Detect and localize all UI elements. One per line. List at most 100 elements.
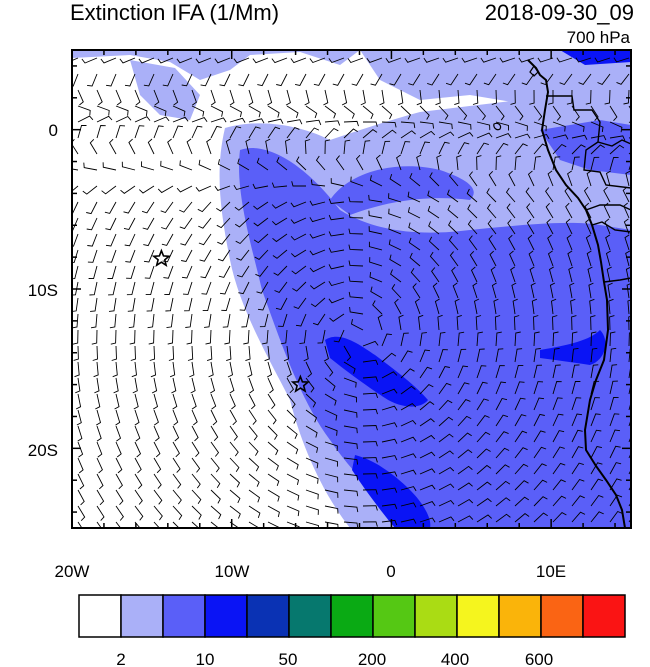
wind-barb (589, 298, 595, 315)
wind-barb (369, 257, 383, 267)
wind-barb (93, 361, 99, 378)
wind-barb (495, 133, 512, 139)
wind-barb (255, 265, 269, 277)
wind-barb (552, 156, 561, 171)
wind-barb (495, 480, 511, 491)
wind-barb (348, 276, 364, 283)
wind-barb (419, 468, 436, 475)
wind-barb (229, 521, 240, 528)
wind-barb (438, 141, 450, 155)
wind-barb (419, 130, 436, 139)
wind-barb (286, 105, 299, 118)
wind-barb (229, 441, 239, 457)
wind-barb (172, 89, 179, 106)
wind-barb (552, 121, 566, 132)
wind-barb (468, 171, 478, 187)
wind-barb (111, 345, 117, 361)
wind-barb (603, 202, 611, 219)
wind-barb (584, 202, 592, 219)
wind-barb (348, 212, 364, 219)
wind-barb (571, 495, 585, 507)
wind-barb (186, 329, 193, 345)
wind-barb (309, 281, 326, 290)
wind-barb (77, 89, 84, 106)
wind-barb (623, 202, 630, 219)
wind-barb (179, 160, 193, 171)
wind-barb (351, 73, 364, 86)
wind-barb (163, 265, 174, 279)
wind-barb (309, 233, 326, 239)
wind-barb (495, 431, 509, 443)
wind-barb (324, 425, 338, 436)
wind-barb (494, 315, 501, 331)
wind-barb (609, 445, 621, 459)
wind-barb (293, 297, 307, 310)
wind-barb (216, 217, 231, 229)
wind-barb (343, 345, 352, 362)
wind-barb (72, 168, 79, 171)
wind-barb (153, 125, 164, 139)
wind-barb (115, 125, 126, 139)
wind-barb (447, 205, 459, 219)
wind-barb (590, 445, 602, 459)
wind-barb (328, 198, 345, 204)
wind-barb (470, 266, 478, 283)
wind-barb (608, 298, 614, 315)
wind-barb (567, 170, 573, 187)
wind-barb (625, 266, 631, 283)
wind-barb (160, 201, 174, 214)
wind-barb (590, 478, 604, 491)
wind-barb (210, 425, 219, 442)
wind-barb (604, 218, 611, 235)
wind-barb (448, 220, 459, 235)
wind-barb (145, 281, 155, 296)
wind-barb (275, 297, 288, 311)
wind-barb (153, 105, 167, 117)
colorbar-swatch (372, 594, 416, 638)
wind-barb (605, 170, 612, 187)
wind-barb (400, 141, 411, 155)
wind-barb (454, 89, 460, 106)
wind-barb (609, 494, 623, 507)
wind-barb (362, 521, 378, 527)
wind-barb (187, 345, 194, 361)
wind-barb (257, 297, 269, 311)
colorbar-swatch (540, 594, 584, 638)
wind-barb (419, 501, 436, 507)
wind-barb (526, 218, 535, 235)
wind-barb (533, 156, 541, 171)
wind-barb (381, 352, 397, 363)
wind-barb (472, 89, 479, 105)
wind-barb (464, 73, 478, 86)
wind-barb (489, 250, 497, 267)
wind-barb (77, 473, 85, 490)
wind-barb (153, 409, 159, 426)
wind-barb (476, 142, 489, 155)
wind-barb (495, 497, 511, 507)
wind-barb (172, 521, 180, 528)
wind-barb (400, 469, 417, 475)
wind-barb (153, 441, 161, 458)
wind-barb (191, 393, 197, 410)
wind-barb (96, 89, 103, 106)
wind-barb (210, 521, 220, 528)
x-tick-label: 0 (386, 562, 395, 581)
wind-barb (569, 282, 575, 299)
wind-barb (134, 441, 142, 458)
wind-barb (115, 115, 132, 123)
wind-barb (164, 281, 174, 295)
wind-barb (82, 185, 98, 195)
wind-barb (400, 502, 417, 508)
wind-barb (438, 105, 449, 120)
wind-barb (286, 505, 300, 517)
wind-barb (147, 313, 155, 329)
wind-barb (396, 154, 402, 171)
wind-barb (533, 133, 550, 140)
wind-barb (609, 347, 617, 363)
wind-barb (104, 201, 117, 214)
y-tick-label: 0 (49, 121, 58, 140)
wind-barb (407, 191, 421, 203)
wind-barb (304, 139, 311, 155)
wind-barb (265, 138, 271, 155)
wind-barb (431, 267, 440, 283)
